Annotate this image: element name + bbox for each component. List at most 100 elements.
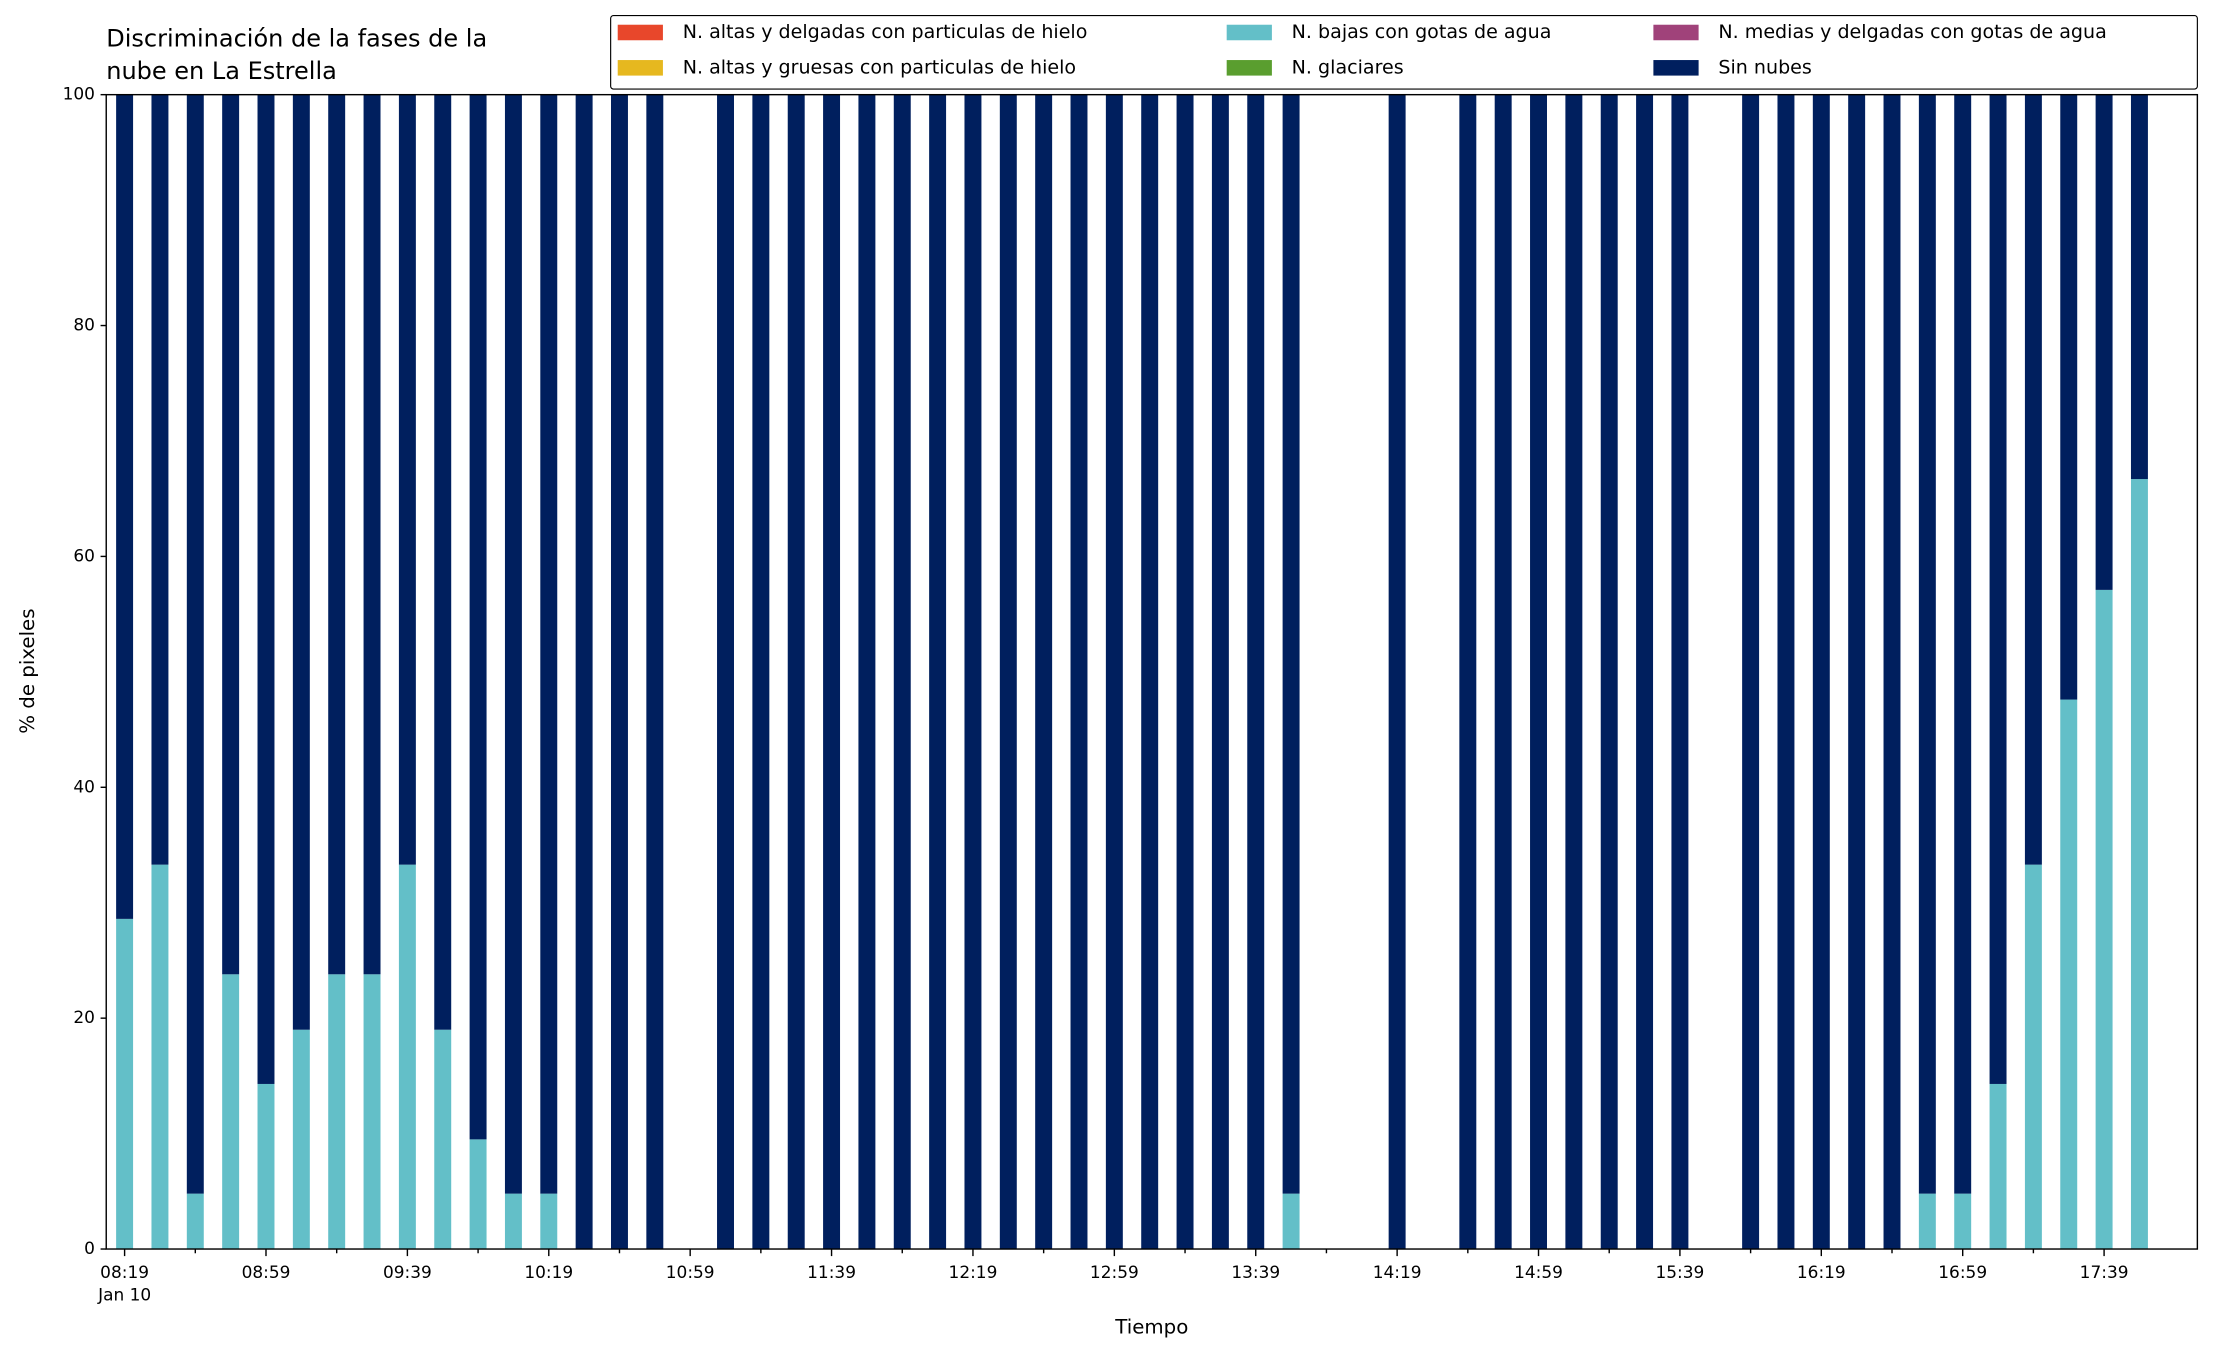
legend-box: [610, 14, 2198, 90]
bar-segment: [151, 864, 169, 1250]
x-tick-label: 08:19: [100, 1262, 149, 1282]
chart-title: Discriminación de la fases de la: [106, 25, 487, 53]
bar-segment: [116, 94, 134, 919]
x-tick-label: 09:39: [383, 1262, 432, 1282]
x-tick-label: 12:59: [1090, 1262, 1139, 1282]
bar-segment: [1954, 94, 1972, 1194]
bar-segment: [540, 1193, 558, 1250]
bar-segment: [2095, 94, 2113, 590]
x-axis-label: Tiempo: [1114, 1316, 1188, 1339]
bar-segment: [328, 94, 346, 975]
bar-segment: [964, 94, 982, 1250]
legend-label: N. altas y delgadas con particulas de hi…: [683, 21, 1088, 43]
bar-segment: [1105, 94, 1123, 1250]
bar-segment: [1918, 1193, 1936, 1250]
bar-segment: [2024, 94, 2042, 865]
bar-segment: [398, 864, 416, 1250]
bar-segment: [328, 974, 346, 1250]
y-tick-label: 100: [63, 84, 95, 104]
y-axis-label: % de pixeles: [16, 608, 39, 733]
bar-segment: [363, 94, 381, 975]
bar-segment: [469, 94, 487, 1140]
bar-segment: [1742, 94, 1760, 1250]
bar-segment: [1989, 94, 2007, 1084]
bar-segment: [787, 94, 805, 1250]
bar-segment: [1388, 94, 1406, 1250]
bar-segment: [1600, 94, 1618, 1250]
x-tick-label: 12:19: [949, 1262, 998, 1282]
bar-segment: [1530, 94, 1547, 1250]
legend-label: N. altas y gruesas con particulas de hie…: [683, 56, 1076, 78]
bar-segment: [1918, 94, 1936, 1194]
bar-segment: [116, 918, 134, 1250]
x-tick-label: 16:59: [1938, 1262, 1987, 1282]
x-tick-label: 10:59: [666, 1262, 715, 1282]
bar-segment: [1141, 94, 1159, 1250]
bar-segment: [2024, 864, 2042, 1250]
bar-segment: [1565, 94, 1583, 1250]
bar-segment: [1035, 94, 1053, 1250]
bar-segment: [469, 1139, 487, 1250]
plot-frame: [105, 93, 2199, 1250]
bar-segment: [186, 94, 204, 1194]
bar-segment: [858, 94, 876, 1250]
bar-segment: [1070, 94, 1088, 1250]
x-tick-label: 15:39: [1656, 1262, 1705, 1282]
x-tick-label: 11:39: [807, 1262, 856, 1282]
bar-segment: [1636, 94, 1654, 1250]
bar-segment: [2095, 589, 2113, 1250]
legend-swatch: [617, 24, 663, 41]
bar-segment: [2060, 699, 2078, 1250]
bar-segment: [504, 1193, 522, 1250]
bar-segment: [292, 1029, 310, 1250]
bar-segment: [610, 94, 628, 1250]
bar-segment: [646, 94, 664, 1250]
legend-swatch: [1653, 60, 1699, 76]
legend-label: N. glaciares: [1292, 56, 1404, 78]
bar-segment: [222, 94, 240, 975]
legend-swatch: [1653, 24, 1699, 41]
bar-segment: [1671, 94, 1689, 1250]
bar-segment: [2130, 479, 2148, 1250]
bar-segment: [434, 94, 452, 1030]
bar-segment: [1954, 1193, 1972, 1250]
bar-segment: [1989, 1083, 2007, 1250]
bar-segment: [1282, 1193, 1300, 1250]
bar-segment: [717, 94, 734, 1250]
x-tick-label: 08:59: [242, 1262, 291, 1282]
bar-segment: [1211, 94, 1229, 1250]
bar-segment: [575, 94, 593, 1250]
y-tick-label: 60: [73, 545, 95, 565]
bar-segment: [186, 1193, 204, 1250]
bar-segment: [540, 94, 558, 1194]
bar-segment: [1883, 94, 1901, 1250]
legend-label: N. bajas con gotas de agua: [1292, 21, 1552, 43]
bar-segment: [1494, 94, 1512, 1250]
bar-segment: [434, 1029, 452, 1250]
legend-label: N. medias y delgadas con gotas de agua: [1718, 21, 2106, 43]
legend-swatch: [1226, 60, 1272, 76]
bar-segment: [1459, 94, 1477, 1250]
x-tick-label: 14:19: [1373, 1262, 1422, 1282]
bar-segment: [823, 94, 841, 1250]
x-date-label: Jan 10: [97, 1285, 151, 1305]
y-tick-label: 80: [73, 315, 95, 335]
legend-swatch: [1226, 24, 1272, 41]
bar-segment: [1247, 94, 1265, 1250]
x-tick-label: 10:19: [524, 1262, 573, 1282]
y-tick-label: 0: [84, 1238, 95, 1258]
bar-segment: [363, 974, 381, 1250]
bar-segment: [752, 94, 770, 1250]
bar-segment: [929, 94, 947, 1250]
y-tick-label: 40: [73, 776, 95, 796]
legend-label: Sin nubes: [1718, 56, 1811, 78]
bar-segment: [2130, 94, 2148, 480]
bar-segment: [504, 94, 522, 1194]
bar-segment: [292, 94, 310, 1030]
bar-segment: [893, 94, 911, 1250]
chart-title: nube en La Estrella: [106, 57, 337, 85]
bar-segment: [151, 94, 169, 865]
bar-segment: [257, 94, 275, 1084]
